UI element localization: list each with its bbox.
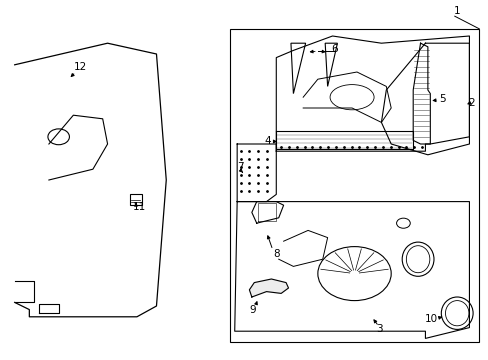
Text: 9: 9: [249, 305, 256, 315]
Text: 12: 12: [74, 62, 87, 72]
Text: 4: 4: [264, 136, 271, 147]
Text: 3: 3: [375, 324, 382, 334]
Polygon shape: [249, 279, 288, 297]
Text: 2: 2: [468, 98, 474, 108]
Text: 7: 7: [237, 162, 244, 172]
Bar: [229, 29, 478, 342]
Text: 1: 1: [453, 6, 460, 16]
Text: 10: 10: [424, 314, 437, 324]
Text: 6: 6: [331, 44, 338, 54]
Text: 5: 5: [438, 94, 445, 104]
Text: 11: 11: [132, 202, 146, 212]
Text: 8: 8: [272, 249, 279, 259]
